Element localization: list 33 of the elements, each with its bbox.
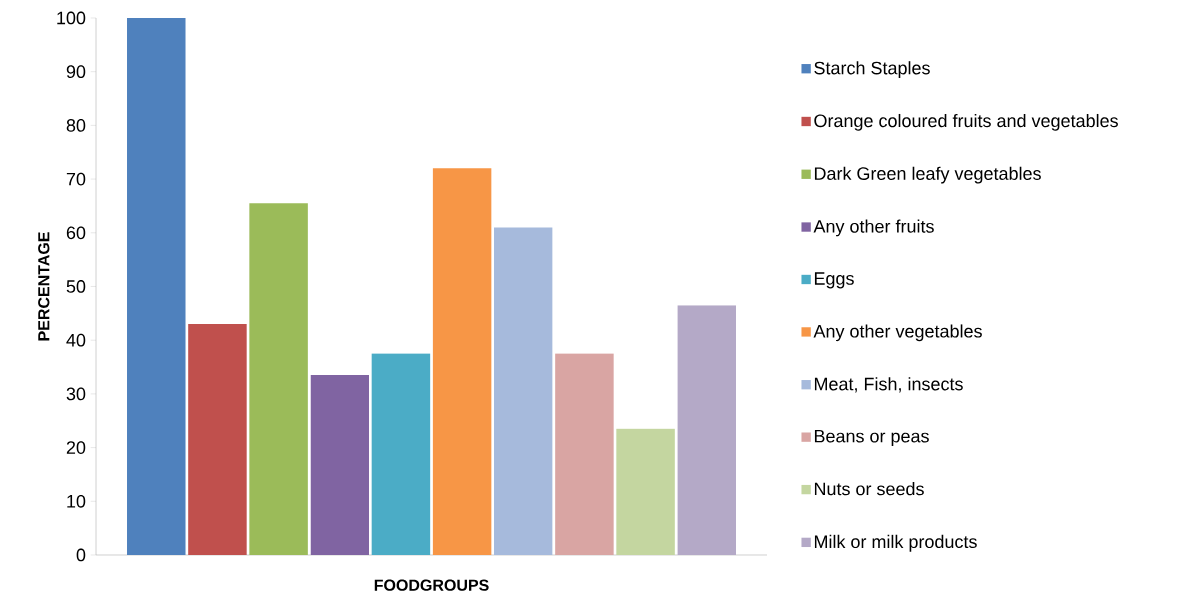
legend-label: Any other fruits: [813, 219, 934, 237]
legend-label: Orange coloured fruits and vegetables: [814, 113, 1118, 131]
y-tick-label: 80: [66, 119, 86, 132]
legend-label: Meat, Fish, insects: [814, 377, 963, 393]
y-tick-label: 60: [66, 226, 86, 240]
bar: [127, 17, 186, 555]
legend-label: Nuts or seeds: [814, 482, 924, 496]
y-tick-label: 50: [66, 280, 86, 293]
y-tick-label: 90: [66, 65, 86, 79]
bar: [432, 168, 492, 555]
x-axis-title: FOODGROUPS: [374, 579, 489, 591]
y-tick-label: 40: [66, 333, 86, 347]
legend-label: Milk or milk products: [814, 534, 977, 552]
y-tick-label: 30: [66, 387, 86, 401]
legend-label: Any other vegetables: [813, 324, 982, 342]
legend-label: Beans or peas: [814, 429, 929, 447]
bar: [371, 353, 431, 555]
bar: [188, 324, 247, 555]
y-tick-label: 20: [66, 441, 86, 454]
bar: [616, 428, 675, 555]
bar: [555, 353, 614, 555]
y-axis-title: PERCENTAGE: [38, 232, 50, 341]
legend-label: Starch Staples: [814, 61, 930, 78]
y-tick-label: 10: [67, 494, 86, 508]
legend-label: Dark Green leafy vegetables: [814, 166, 1041, 184]
bar: [677, 305, 736, 555]
bar: [310, 375, 370, 555]
bar: [249, 203, 308, 555]
bar: [494, 227, 553, 555]
y-tick-label: 70: [66, 172, 86, 186]
y-tick-label: 100: [57, 11, 86, 25]
legend-label: Eggs: [814, 272, 854, 289]
y-tick-label: 0: [76, 548, 86, 562]
